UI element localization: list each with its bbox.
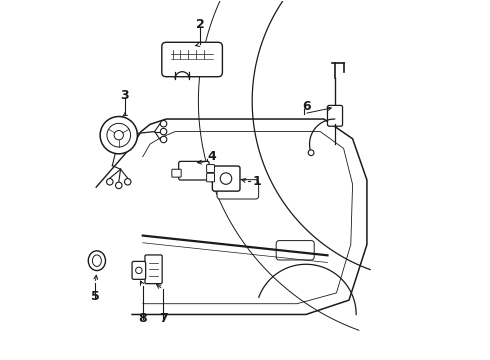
Circle shape: [114, 131, 123, 140]
Text: 3: 3: [121, 89, 129, 102]
Circle shape: [136, 267, 142, 274]
Ellipse shape: [93, 255, 101, 266]
FancyBboxPatch shape: [217, 180, 259, 199]
Circle shape: [107, 179, 113, 185]
Circle shape: [160, 121, 167, 127]
FancyBboxPatch shape: [327, 105, 343, 126]
Text: 8: 8: [139, 311, 147, 325]
Text: 5: 5: [91, 290, 99, 303]
Text: 7: 7: [159, 311, 168, 325]
FancyBboxPatch shape: [172, 169, 181, 177]
Circle shape: [160, 129, 167, 135]
FancyBboxPatch shape: [207, 165, 215, 172]
FancyBboxPatch shape: [212, 166, 240, 191]
Text: 6: 6: [302, 100, 311, 113]
Circle shape: [220, 173, 232, 184]
Text: 4: 4: [207, 150, 216, 163]
Ellipse shape: [88, 251, 105, 271]
Circle shape: [100, 117, 137, 154]
Circle shape: [116, 182, 122, 189]
FancyBboxPatch shape: [162, 42, 222, 77]
FancyBboxPatch shape: [179, 161, 209, 180]
Circle shape: [107, 123, 131, 147]
Text: 2: 2: [196, 18, 204, 31]
Polygon shape: [132, 119, 367, 315]
FancyBboxPatch shape: [145, 255, 162, 284]
Circle shape: [160, 136, 167, 143]
FancyBboxPatch shape: [276, 240, 314, 260]
FancyBboxPatch shape: [207, 173, 215, 182]
Circle shape: [308, 150, 314, 156]
Circle shape: [124, 179, 131, 185]
FancyBboxPatch shape: [132, 261, 146, 279]
Text: 1: 1: [252, 175, 261, 188]
